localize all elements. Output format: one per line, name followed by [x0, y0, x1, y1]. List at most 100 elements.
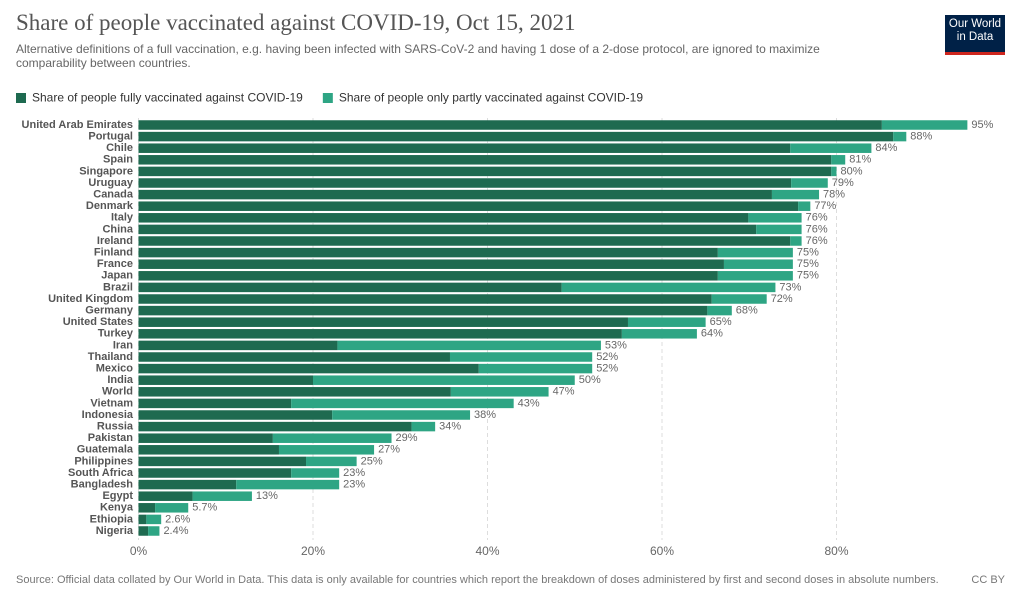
bar-segment: [138, 479, 237, 490]
bar-segment: [138, 433, 273, 443]
bar-segment: [138, 236, 791, 246]
y-tick-label: Russia: [97, 421, 134, 433]
y-tick-label: World: [102, 386, 133, 398]
bar-segment: [138, 445, 279, 455]
bar-segment: [138, 503, 156, 513]
bar-segment: [332, 410, 471, 420]
y-tick-label: India: [107, 374, 134, 386]
y-tick-label: Portugal: [88, 131, 133, 143]
total-label: 68%: [736, 305, 758, 317]
y-tick-label: Mexico: [96, 363, 134, 375]
total-label: 23%: [343, 479, 365, 491]
bar-segment: [790, 236, 802, 246]
bar-segment: [621, 329, 697, 339]
bar-segment: [138, 247, 718, 258]
bar-segment: [138, 178, 792, 188]
chart-title: Share of people vaccinated against COVID…: [16, 10, 576, 35]
y-tick-label: China: [102, 223, 133, 235]
total-label: 5.7%: [192, 502, 217, 514]
bar-segment: [478, 363, 593, 374]
y-tick-label: Canada: [93, 189, 134, 201]
logo: Our World in Data: [945, 15, 1005, 55]
y-tick-label: Brazil: [103, 281, 133, 293]
bar-segment: [138, 363, 479, 374]
x-tick-label: 20%: [301, 544, 325, 558]
y-tick-label: Chile: [106, 142, 133, 154]
bar-segment: [711, 294, 767, 304]
bar-segment: [313, 375, 575, 385]
x-tick-label: 40%: [475, 544, 499, 558]
bar-segment: [449, 352, 593, 362]
total-label: 2.4%: [163, 525, 188, 537]
bar-segment: [561, 282, 776, 293]
bar-segment: [138, 305, 708, 316]
bar-segment: [138, 282, 562, 293]
total-label: 75%: [797, 270, 819, 282]
bar-segment: [790, 143, 872, 153]
total-label: 13%: [256, 490, 278, 502]
bar-segment: [138, 224, 757, 235]
total-label: 23%: [343, 467, 365, 479]
y-tick-label: United Arab Emirates: [22, 119, 133, 131]
y-tick-label: Thailand: [88, 351, 133, 363]
total-label: 78%: [823, 189, 845, 201]
bar-segment: [138, 155, 832, 165]
x-tick-label: 60%: [650, 544, 674, 558]
bar-segment: [138, 491, 193, 501]
bar-segment: [138, 294, 712, 304]
total-label: 52%: [596, 351, 618, 363]
total-label: 64%: [701, 328, 723, 340]
y-tick-label: Ethiopia: [90, 513, 134, 525]
total-label: 34%: [439, 421, 461, 433]
total-label: 84%: [875, 142, 897, 154]
x-tick-label: 80%: [824, 544, 848, 558]
bar-segment: [138, 352, 450, 362]
y-tick-label: Iran: [113, 339, 133, 351]
y-tick-label: Spain: [103, 154, 133, 166]
legend-label: Share of people fully vaccinated against…: [32, 91, 303, 105]
bar-segment: [138, 271, 718, 281]
total-label: 76%: [806, 235, 828, 247]
total-label: 95%: [971, 119, 993, 131]
bar-segment: [893, 131, 907, 142]
total-label: 80%: [841, 165, 863, 177]
total-label: 77%: [814, 200, 836, 212]
bar-segment: [798, 201, 811, 211]
total-label: 50%: [579, 374, 601, 386]
y-tick-label: Kenya: [100, 502, 134, 514]
bar-segment: [148, 526, 160, 536]
y-tick-label: Finland: [94, 247, 133, 259]
bar-segment: [155, 503, 189, 513]
bar-segment: [138, 421, 412, 432]
bar-segment: [146, 514, 162, 525]
y-tick-label: Vietnam: [90, 397, 133, 409]
y-tick-label: Italy: [111, 212, 134, 224]
bar-segment: [138, 166, 832, 177]
total-label: 72%: [771, 293, 793, 305]
chart-subtitle: Alternative definitions of a full vaccin…: [16, 42, 820, 70]
bar-segment: [627, 317, 706, 327]
y-tick-label: Germany: [85, 305, 134, 317]
total-label: 73%: [779, 281, 801, 293]
total-label: 25%: [361, 455, 383, 467]
bar-segment: [138, 340, 338, 351]
bar-segment: [138, 375, 313, 385]
bar-segment: [236, 479, 340, 490]
bar-segment: [278, 445, 375, 455]
total-label: 75%: [797, 258, 819, 270]
bar-segment: [771, 189, 820, 200]
total-label: 27%: [378, 444, 400, 456]
bar-segment: [138, 120, 882, 130]
legend-swatch: [16, 93, 26, 103]
bar-segment: [831, 155, 846, 165]
total-label: 43%: [518, 397, 540, 409]
bar-segment: [306, 456, 357, 467]
bar-segment: [138, 387, 451, 397]
bar-segment: [138, 259, 724, 269]
y-tick-label: Denmark: [86, 200, 134, 212]
bar-segment: [707, 305, 732, 316]
y-tick-label: Japan: [101, 270, 133, 282]
bar-segment: [717, 271, 793, 281]
total-label: 76%: [806, 212, 828, 224]
